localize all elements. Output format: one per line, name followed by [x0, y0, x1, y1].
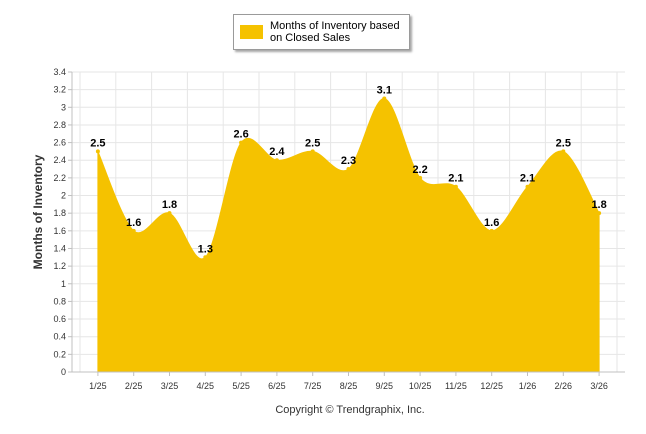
y-tick-label: 1.2: [53, 261, 66, 271]
data-label: 2.2: [412, 164, 427, 176]
data-label: 1.6: [484, 217, 499, 229]
x-tick-label: 5/25: [232, 381, 250, 391]
data-point: [453, 184, 458, 189]
data-label: 2.1: [520, 173, 535, 185]
data-point: [418, 175, 423, 180]
data-label: 2.1: [448, 173, 463, 185]
data-point: [346, 167, 351, 172]
y-tick-label: 1.8: [53, 208, 66, 218]
x-tick-label: 12/25: [480, 381, 503, 391]
x-tick-label: 10/25: [409, 381, 432, 391]
data-label: 1.8: [162, 199, 177, 211]
y-tick-label: 1.4: [53, 243, 66, 253]
data-point: [167, 211, 172, 216]
data-point: [597, 211, 602, 216]
y-tick-label: 1.6: [53, 226, 66, 236]
x-tick-label: 7/25: [304, 381, 322, 391]
y-tick-label: 2.4: [53, 155, 66, 165]
data-label: 2.5: [305, 137, 320, 149]
axis-layer: 0 0.2 0.4 0.6 0.8 1 1.2 1.4 1.6 1.8 2 2.2 2.4 2.6 2.8 3…: [53, 67, 625, 391]
copyright-text: Copyright © Trendgraphix, Inc.: [275, 404, 424, 416]
legend-swatch: [240, 25, 263, 39]
legend-label: Months of Inventory based on Closed Sale…: [270, 20, 400, 44]
data-label: 2.6: [233, 129, 248, 141]
data-point: [382, 96, 387, 101]
y-tick-label: 3: [61, 102, 66, 112]
y-tick-label: 0: [61, 367, 66, 377]
data-label: 1.8: [591, 199, 606, 211]
y-tick-label: 0.6: [53, 314, 66, 324]
data-label: 2.4: [269, 146, 285, 158]
data-label: 3.1: [377, 84, 392, 96]
data-label: 2.3: [341, 155, 356, 167]
data-label-layer: 2.5 1.6 1.8 1.3 2.6 2.4 2.5 2.3 3.1 2.2 2.1 1.6 2.1 2…: [90, 84, 606, 255]
y-tick-label: 2.2: [53, 173, 66, 183]
data-point: [274, 158, 279, 163]
x-tick-label: 2/25: [125, 381, 143, 391]
y-tick-label: 2: [61, 191, 66, 201]
x-tick-label: 1/26: [519, 381, 537, 391]
y-tick-label: 0.2: [53, 349, 66, 359]
data-point: [203, 255, 208, 260]
series-area: [97, 97, 600, 373]
data-label: 2.5: [556, 137, 571, 149]
x-tick-label: 8/25: [340, 381, 358, 391]
area-layer: [95, 96, 602, 373]
x-tick-label: 11/25: [445, 381, 467, 391]
data-label: 1.3: [198, 243, 213, 255]
data-point: [561, 149, 566, 154]
legend: Months of Inventory based on Closed Sale…: [233, 14, 410, 50]
y-tick-label: 2.8: [53, 120, 66, 130]
x-tick-label: 6/25: [268, 381, 286, 391]
data-point: [95, 149, 100, 154]
y-tick-label: 0.8: [53, 296, 66, 306]
data-point: [525, 184, 530, 189]
data-point: [131, 228, 136, 233]
x-tick-label: 9/25: [376, 381, 394, 391]
x-tick-label: 3/25: [161, 381, 179, 391]
data-point: [489, 228, 494, 233]
x-tick-label: 3/26: [590, 381, 608, 391]
y-axis-title: Months of Inventory: [31, 154, 45, 269]
x-tick-label: 1/25: [89, 381, 107, 391]
y-tick-label: 3.4: [53, 67, 66, 77]
x-tick-label: 4/25: [197, 381, 215, 391]
y-tick-label: 3.2: [53, 85, 66, 95]
y-tick-label: 2.6: [53, 138, 66, 148]
data-point: [239, 140, 244, 145]
data-label: 2.5: [90, 137, 105, 149]
data-label: 1.6: [126, 217, 141, 229]
x-tick-label: 2/26: [555, 381, 573, 391]
y-tick-label: 1: [61, 279, 66, 289]
y-tick-label: 0.4: [53, 332, 66, 342]
data-point: [310, 149, 315, 154]
